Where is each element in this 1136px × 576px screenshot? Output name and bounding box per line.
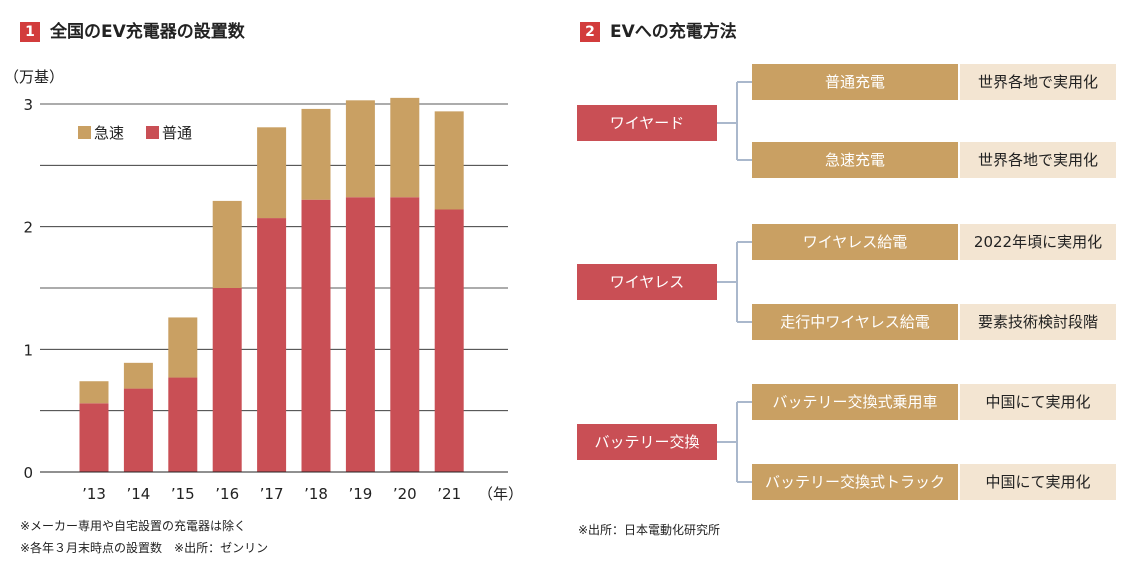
bar-普通-7 bbox=[390, 197, 420, 472]
x-tick-label: ’13 bbox=[82, 485, 106, 503]
bar-急速-5 bbox=[301, 108, 331, 200]
status-wireless-charging: 2022年頃に実用化 bbox=[960, 224, 1116, 260]
bar-急速-0 bbox=[79, 381, 109, 404]
method-wireless-charging: ワイヤレス給電 bbox=[752, 224, 958, 260]
y-axis-unit: （万基） bbox=[4, 68, 65, 86]
x-tick-label: ’15 bbox=[171, 485, 195, 503]
x-tick-label: ’14 bbox=[126, 485, 150, 503]
method-fast-charging: 急速充電 bbox=[752, 142, 958, 178]
bar-急速-3 bbox=[212, 200, 242, 288]
status-battery-swap-truck: 中国にて実用化 bbox=[960, 464, 1116, 500]
y-tick-label: 2 bbox=[23, 219, 33, 237]
chart-note-2: ※各年３月末時点の設置数 ※出所：ゼンリン bbox=[20, 541, 269, 555]
stacked-bar-chart: 0 1 2 3 ’13 ’14 ’15 ’16 ’17 ’18 ’19 ’20 ’21 （年） 急速 普通 bbox=[23, 96, 523, 503]
bar-普通-8 bbox=[434, 209, 464, 472]
x-axis-label: （年） bbox=[478, 485, 523, 503]
x-tick-label: ’21 bbox=[437, 485, 461, 503]
status-battery-swap-car: 中国にて実用化 bbox=[960, 384, 1116, 420]
status-dynamic-wireless-charging: 要素技術検討段階 bbox=[960, 304, 1116, 340]
bar-普通-0 bbox=[79, 403, 109, 472]
legend-label-急速: 急速 bbox=[94, 124, 124, 142]
methods-source-note: ※出所：日本電動化研究所 bbox=[578, 523, 721, 537]
bar-急速-6 bbox=[345, 100, 375, 198]
method-normal-charging: 普通充電 bbox=[752, 64, 958, 100]
section1-title: 全国のEV充電器の設置数 bbox=[50, 22, 245, 42]
x-tick-label: ’16 bbox=[215, 485, 239, 503]
x-tick-label: ’19 bbox=[348, 485, 372, 503]
x-tick-label: ’17 bbox=[260, 485, 284, 503]
legend-swatch-急速 bbox=[78, 126, 91, 139]
section2-number: 2 bbox=[580, 22, 600, 42]
bar-急速-8 bbox=[434, 111, 464, 210]
bar-急速-4 bbox=[257, 127, 287, 219]
chart-note-1: ※メーカー専用や自宅設置の充電器は除く bbox=[20, 519, 247, 533]
bar-普通-6 bbox=[345, 197, 375, 472]
category-wireless: ワイヤレス bbox=[577, 264, 717, 300]
section1-number: 1 bbox=[20, 22, 40, 42]
method-dynamic-wireless-charging: 走行中ワイヤレス給電 bbox=[752, 304, 958, 340]
x-tick-label: ’20 bbox=[393, 485, 417, 503]
legend-label-普通: 普通 bbox=[162, 124, 192, 142]
bar-普通-3 bbox=[212, 288, 242, 472]
y-tick-label: 0 bbox=[23, 464, 33, 482]
x-tick-label: ’18 bbox=[304, 485, 328, 503]
category-wired: ワイヤード bbox=[577, 105, 717, 141]
method-battery-swap-truck: バッテリー交換式トラック bbox=[752, 464, 958, 500]
bar-普通-1 bbox=[123, 388, 153, 472]
bar-普通-2 bbox=[168, 377, 198, 472]
bar-普通-4 bbox=[257, 218, 287, 472]
category-battery-swap: バッテリー交換 bbox=[577, 424, 717, 460]
section2-title: EVへの充電方法 bbox=[610, 22, 737, 42]
bar-急速-1 bbox=[123, 362, 153, 389]
status-fast-charging: 世界各地で実用化 bbox=[960, 142, 1116, 178]
bar-急速-2 bbox=[168, 317, 198, 378]
bar-普通-5 bbox=[301, 199, 331, 472]
status-normal-charging: 世界各地で実用化 bbox=[960, 64, 1116, 100]
y-tick-label: 3 bbox=[23, 96, 33, 114]
legend-swatch-普通 bbox=[146, 126, 159, 139]
bar-急速-7 bbox=[390, 97, 420, 198]
y-tick-label: 1 bbox=[23, 341, 33, 359]
method-battery-swap-car: バッテリー交換式乗用車 bbox=[752, 384, 958, 420]
